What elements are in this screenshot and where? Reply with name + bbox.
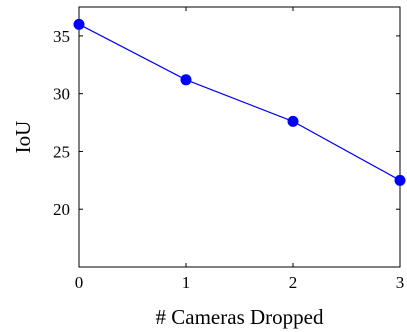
data-point <box>73 18 85 30</box>
data-point <box>287 115 299 127</box>
y-tick-label: 30 <box>53 85 70 104</box>
y-tick-label: 20 <box>53 200 70 219</box>
x-tick-label: 2 <box>289 273 298 292</box>
ticks-layer <box>78 7 401 267</box>
plot-frame <box>78 6 401 268</box>
data-point <box>394 174 406 186</box>
data-point <box>180 74 192 86</box>
x-tick-label: 3 <box>396 273 405 292</box>
series-line <box>78 23 401 181</box>
y-tick-label: 25 <box>53 142 70 161</box>
x-axis-title: # Cameras Dropped <box>156 305 324 329</box>
x-tick-label: 1 <box>182 273 191 292</box>
y-axis-title: IoU <box>11 121 35 154</box>
y-tick-label: 35 <box>53 27 70 46</box>
data-points-layer <box>73 18 406 186</box>
x-tick-label: 0 <box>75 273 84 292</box>
tick-labels-layer: 0 1 2 3 20 25 30 35 <box>53 27 404 292</box>
